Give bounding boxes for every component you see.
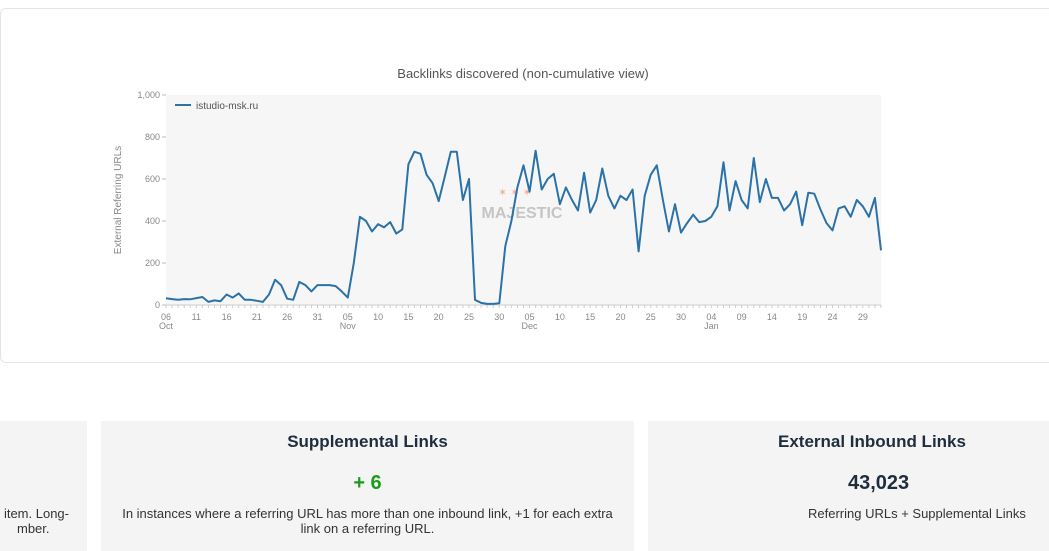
x-tick-label: 19 (797, 312, 807, 322)
x-tick-label: 20 (434, 312, 444, 322)
supplemental-links-title: Supplemental Links (287, 432, 448, 451)
x-tick-label: 15 (585, 312, 595, 322)
x-tick-label: 25 (646, 312, 656, 322)
x-tick-month-label: Nov (340, 321, 357, 331)
x-tick-label: 09 (737, 312, 747, 322)
plot-area (166, 95, 881, 305)
chart-card: Backlinks discovered (non-cumulative vie… (0, 8, 1049, 363)
x-tick-label: 10 (373, 312, 383, 322)
supplemental-links-desc: In instances where a referring URL has m… (122, 506, 613, 536)
x-tick-label: 04 (706, 312, 716, 322)
y-tick-label: 200 (145, 258, 160, 268)
series-line-istudio-msk (165, 149, 882, 305)
y-axis-label: External Referring URLs (113, 146, 124, 254)
y-tick-label: 400 (145, 216, 160, 226)
x-tick-month-label: Jan (704, 321, 719, 331)
supplemental-links-value: + 6 (353, 472, 382, 494)
x-tick-label: 14 (767, 312, 777, 322)
x-tick-label: 11 (192, 312, 201, 322)
x-tick-label: 05 (343, 312, 353, 322)
y-tick-label: 600 (145, 174, 160, 184)
x-tick-label: 06 (161, 312, 171, 322)
x-tick-month-label: Dec (522, 321, 539, 331)
watermark-text: MAJESTIC (482, 205, 563, 222)
x-tick-label: 26 (282, 312, 292, 322)
legend-label[interactable]: istudio-msk.ru (196, 101, 258, 112)
left-card-desc-line2: mber. (17, 521, 50, 536)
left-card-desc-line1: item. Long- (3, 506, 69, 521)
external-inbound-links-title: External Inbound Links (778, 432, 966, 451)
x-tick-label: 05 (525, 312, 535, 322)
external-inbound-links-value: 43,023 (848, 472, 910, 494)
external-inbound-links-card: External Inbound Links 43,023 Referring … (648, 421, 1049, 551)
x-tick-label: 16 (222, 312, 232, 322)
y-tick-label: 800 (145, 132, 160, 142)
x-tick-label: 20 (615, 312, 625, 322)
x-tick-label: 25 (464, 312, 474, 322)
x-tick-label: 30 (494, 312, 504, 322)
y-tick-label: 0 (155, 300, 160, 310)
x-tick-label: 30 (676, 312, 686, 322)
left-card: item. Long- mber. (0, 421, 87, 551)
x-tick-label: 24 (828, 312, 838, 322)
supplemental-links-card: Supplemental Links + 6 In instances wher… (101, 421, 634, 551)
watermark: MAJESTIC ✶ ✶ ✶ (482, 187, 563, 222)
x-tick-label: 15 (403, 312, 413, 322)
x-tick-label: 31 (312, 312, 322, 322)
x-tick-month-label: Oct (159, 321, 174, 331)
legend[interactable]: istudio-msk.ru (175, 101, 258, 112)
x-tick-label: 21 (252, 312, 262, 322)
external-inbound-links-desc: Referring URLs + Supplemental Links (808, 506, 1026, 521)
y-tick-label: 1,000 (137, 90, 160, 100)
chart-title: Backlinks discovered (non-cumulative vie… (397, 66, 648, 81)
backlinks-chart: Backlinks discovered (non-cumulative vie… (113, 66, 882, 331)
watermark-stars-icon: ✶ ✶ ✶ (498, 187, 532, 199)
x-tick-label: 10 (555, 312, 565, 322)
y-axis: 0 200 400 600 800 1,000 (137, 90, 166, 310)
x-tick-label: 29 (858, 312, 868, 322)
left-card-desc: item. Long- mber. (0, 506, 87, 536)
